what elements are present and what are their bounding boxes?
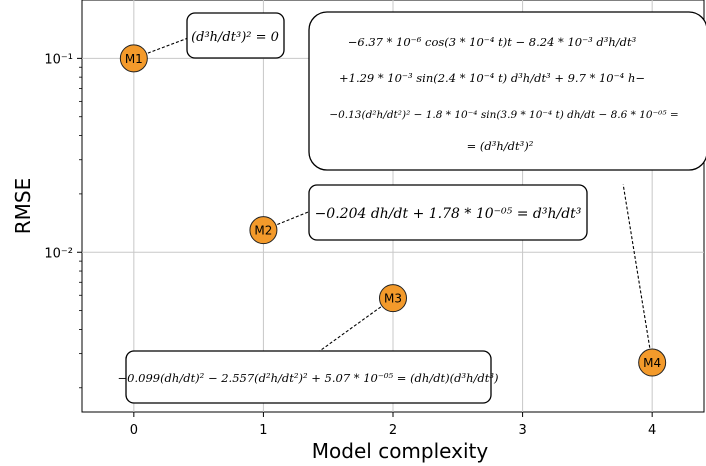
equation-m2-line-1: −0.204 dh/dt + 1.78 * 10⁻⁰⁵ = d³h/dt³ (315, 206, 582, 222)
x-tick-label: 3 (518, 423, 526, 438)
leader-line-m3 (306, 297, 394, 361)
leader-line-m2 (263, 210, 311, 231)
x-tick-label: 2 (389, 423, 397, 438)
annotation-box-m2 (308, 184, 588, 241)
leader-line-m4 (622, 184, 653, 363)
equation-m1-line-1: (d³h/dt³)² = 0 (191, 30, 279, 45)
y-axis-label: RMSE (11, 178, 35, 234)
annotation-m2: −0.204 dh/dt + 1.78 * 10⁻⁰⁵ = d³h/dt³ (308, 184, 588, 241)
annotation-leaders (133, 36, 653, 363)
equation-m4-line-4: = (d³h/dt³)² (467, 139, 534, 153)
marker-label-m1: M1 (125, 52, 143, 66)
marker-m3 (379, 284, 407, 313)
annotation-m1: (d³h/dt³)² = 0 (186, 12, 285, 59)
annotation-box-m4 (308, 11, 706, 171)
data-points: M1 M2 M3 M4 (119, 44, 667, 377)
x-tick-label: 0 (130, 423, 138, 438)
marker-m1 (119, 44, 148, 73)
marker-m4 (638, 348, 667, 377)
equation-m4-line-3: −0.13(d²h/dt²)² − 1.8 * 10⁻⁴ sin(3.9 * 1… (329, 109, 678, 121)
x-axis-ticks: 0 1 2 3 4 (130, 412, 656, 438)
y-tick-label: 10⁻² (44, 246, 73, 261)
annotation-box-m3 (125, 350, 492, 404)
y-tick-label: 10⁻¹ (44, 52, 73, 67)
y-axis-ticks: 10⁻² 10⁻¹ (44, 52, 82, 389)
marker-label-m4: M4 (643, 356, 661, 370)
equation-m4-line-1: −6.37 * 10⁻⁶ cos(3 * 10⁻⁴ t)t − 8.24 * 1… (348, 35, 637, 49)
marker-label-m2: M2 (254, 224, 272, 238)
marker-m2 (249, 216, 278, 245)
x-tick-label: 4 (648, 423, 656, 438)
equation-m3-line-1: −0.099(dh/dt)² − 2.557(d²h/dt²)² + 5.07 … (118, 371, 499, 385)
annotation-m4: −6.37 * 10⁻⁶ cos(3 * 10⁻⁴ t)t − 8.24 * 1… (308, 11, 706, 171)
annotation-box-m1 (186, 12, 285, 59)
equation-m4-line-2: +1.29 * 10⁻³ sin(2.4 * 10⁻⁴ t) d³h/dt³ +… (339, 71, 645, 85)
annotation-m3: −0.099(dh/dt)² − 2.557(d²h/dt²)² + 5.07 … (118, 350, 499, 404)
x-axis-label: Model complexity (312, 439, 489, 463)
marker-label-m3: M3 (384, 292, 402, 306)
x-tick-label: 1 (259, 423, 267, 438)
